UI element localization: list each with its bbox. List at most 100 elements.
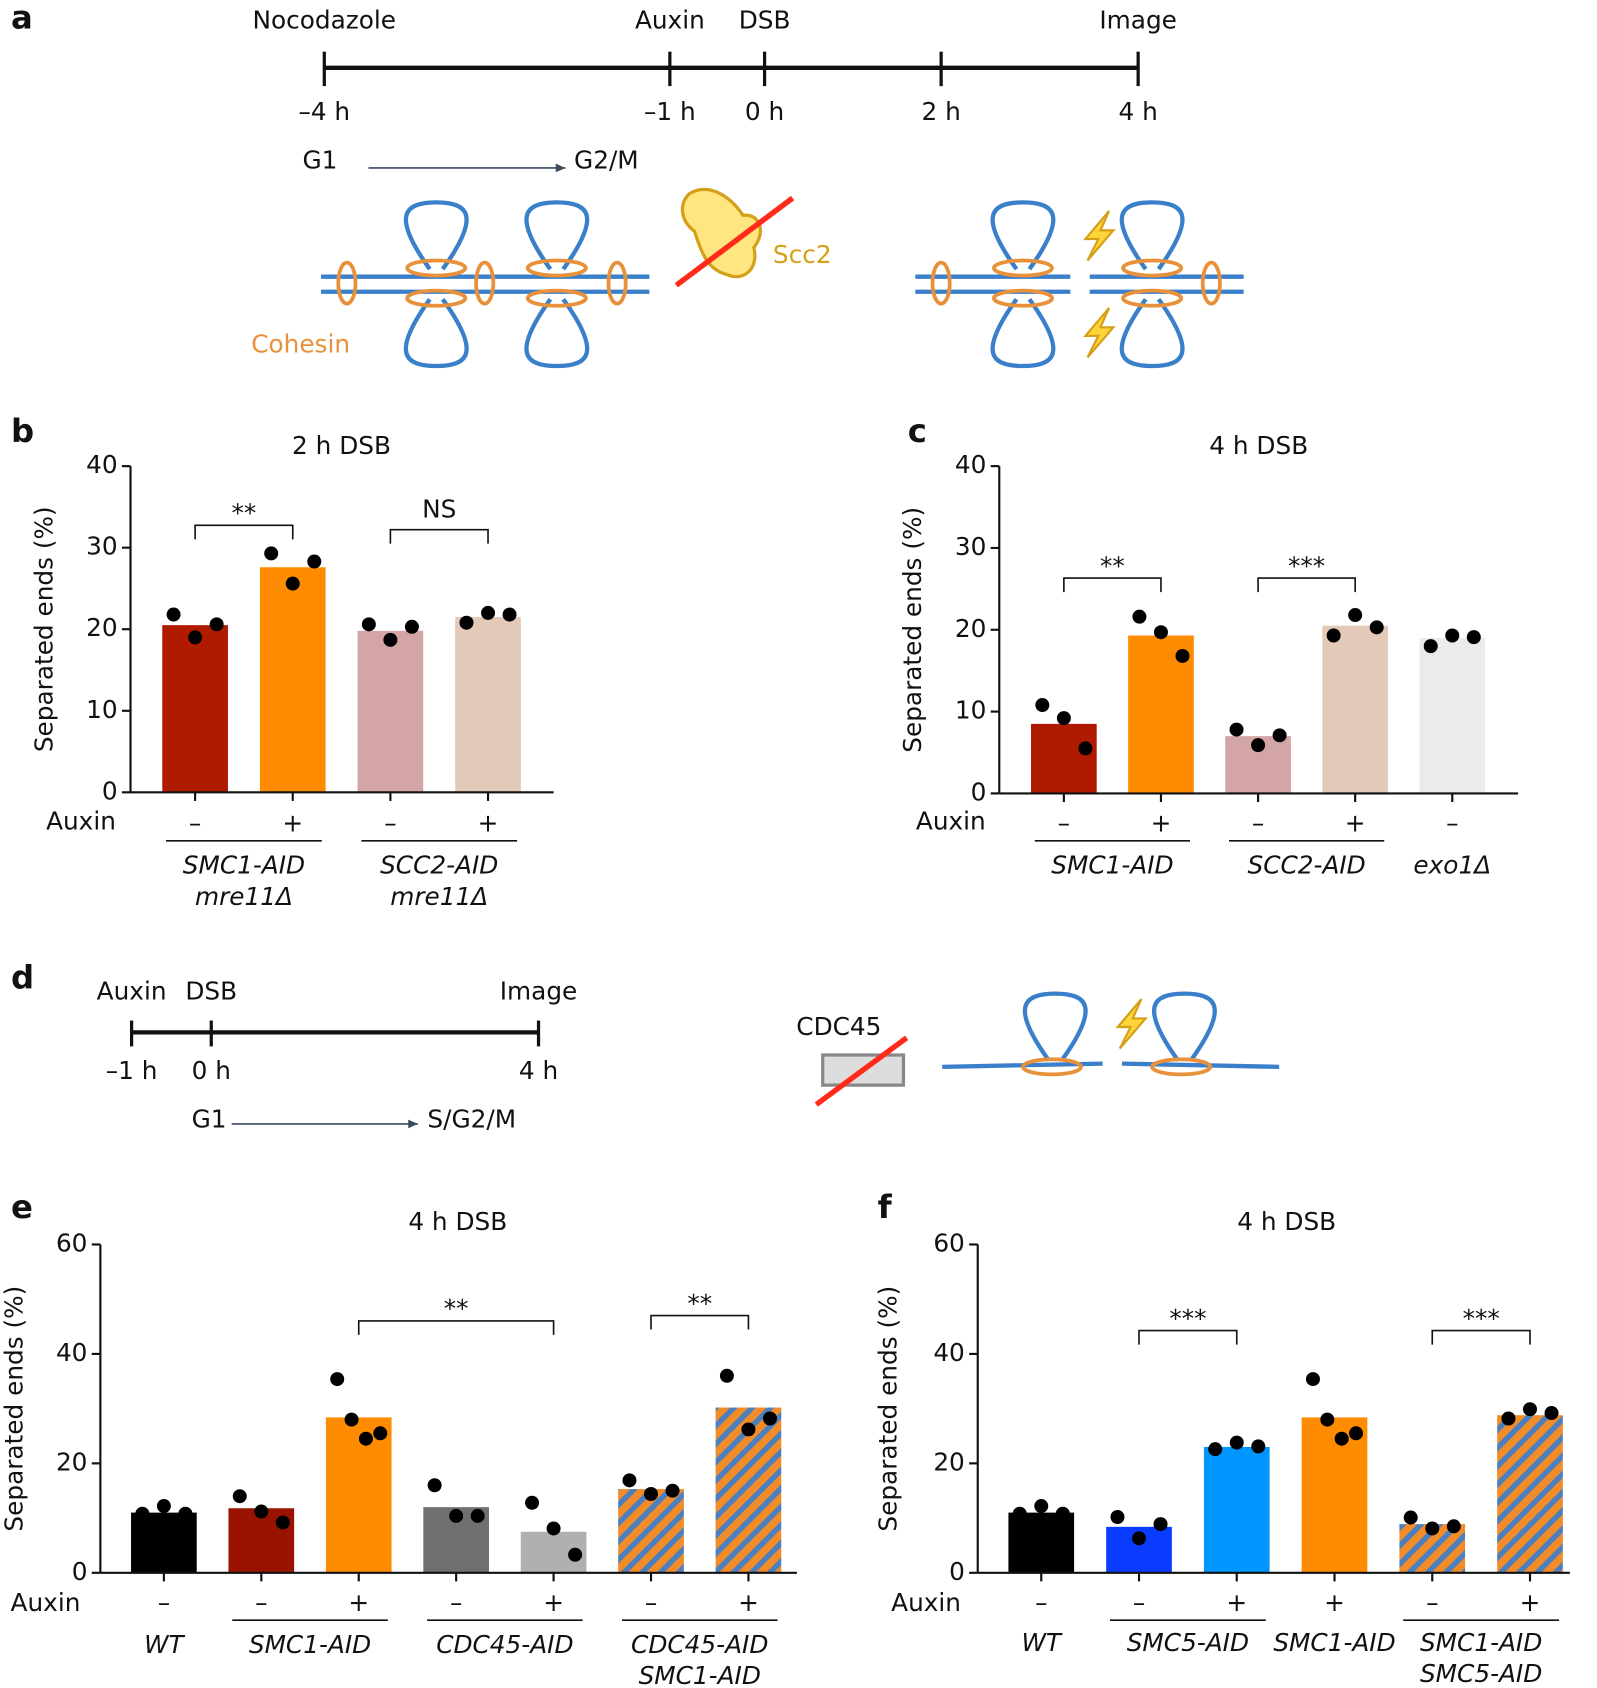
- lightning: [1083, 307, 1116, 359]
- x-tick-label: –: [384, 809, 396, 838]
- significance-label: ***: [1169, 1304, 1206, 1333]
- x-tick-label: –: [158, 1588, 170, 1617]
- data-point: [546, 1521, 561, 1536]
- data-point: [404, 619, 419, 634]
- chromatin-loop: [524, 298, 590, 369]
- significance-label: NS: [422, 494, 456, 523]
- x-tick-label: –: [1252, 809, 1264, 838]
- time-label: 4 h: [1118, 97, 1157, 126]
- data-point: [470, 1508, 485, 1523]
- data-point: [1326, 628, 1341, 643]
- y-tick-label: 60: [56, 1228, 88, 1257]
- y-axis-label: Separated ends (%): [873, 1286, 902, 1532]
- data-point: [1153, 625, 1168, 640]
- x-tick-label: –: [645, 1588, 657, 1617]
- x-tick-label: –: [1058, 809, 1070, 838]
- chromatin: [1121, 1061, 1280, 1069]
- cohesin-ring: [474, 260, 496, 306]
- data-point: [1251, 1439, 1266, 1454]
- y-tick-label: 0: [102, 776, 118, 805]
- chromatin-loop: [524, 200, 590, 271]
- group-label: mre11Δ: [390, 882, 488, 911]
- chart-title: 4 h DSB: [408, 1207, 507, 1236]
- phase-label: G2/M: [574, 145, 639, 174]
- phase-label: S/G2/M: [427, 1105, 516, 1134]
- data-point: [1334, 1431, 1349, 1446]
- factor-label: CDC45: [796, 1012, 881, 1041]
- group-label: SMC1-AID: [183, 851, 305, 880]
- x-tick-label: –: [189, 809, 201, 838]
- panel-letter: d: [11, 959, 34, 997]
- group-label: CDC45-AID: [436, 1630, 573, 1659]
- data-point: [644, 1487, 659, 1502]
- phase-label: G1: [192, 1105, 227, 1134]
- group-label: SMC5-AID: [1127, 1628, 1249, 1657]
- cohesin-ring: [405, 288, 468, 308]
- data-point: [1523, 1402, 1537, 1417]
- y-tick-label: 0: [72, 1557, 88, 1586]
- bar: [1419, 637, 1486, 794]
- strike: [814, 1035, 909, 1107]
- data-point: [1175, 648, 1190, 663]
- x-tick-label: +: [1324, 1588, 1345, 1617]
- group-label: SCC2-AID: [1247, 851, 1365, 880]
- significance-bracket: [389, 528, 489, 544]
- bar: [1203, 1446, 1270, 1573]
- data-point: [232, 1489, 247, 1504]
- bar: [1497, 1415, 1563, 1573]
- event-label: Image: [1099, 6, 1177, 35]
- data-point: [358, 1431, 373, 1446]
- cohesin-ring: [930, 260, 952, 306]
- bar: [455, 617, 521, 793]
- y-axis-label: Separated ends (%): [898, 507, 927, 753]
- x-tick-label: +: [738, 1588, 759, 1617]
- time-label: –1 h: [644, 97, 696, 126]
- y-tick-label: 40: [86, 450, 118, 479]
- significance-label: **: [232, 499, 257, 528]
- data-point: [307, 554, 322, 569]
- data-point: [1425, 1521, 1440, 1536]
- bar: [1301, 1417, 1368, 1573]
- y-tick-label: 20: [955, 614, 987, 643]
- y-tick-label: 30: [86, 532, 118, 561]
- bar: [1322, 625, 1389, 794]
- data-point: [1034, 1499, 1049, 1514]
- y-tick-label: 40: [955, 450, 987, 479]
- significance-label: **: [444, 1294, 469, 1323]
- data-point: [285, 576, 300, 591]
- scc2: [680, 187, 762, 279]
- factor-label: Scc2: [773, 240, 832, 269]
- significance-bracket: [1138, 1329, 1238, 1345]
- significance-bracket: [1063, 577, 1162, 593]
- row-label: Auxin: [916, 806, 986, 835]
- group-label: SCC2-AID: [380, 851, 498, 880]
- x-tick-label: –: [1035, 1588, 1047, 1617]
- data-point: [1229, 722, 1244, 737]
- chromatin-loop: [1119, 200, 1185, 271]
- data-point: [1544, 1406, 1559, 1421]
- data-point: [1078, 741, 1093, 756]
- row-label: Auxin: [891, 1588, 961, 1617]
- group-label: CDC45-AID: [631, 1630, 768, 1659]
- event-label: Image: [500, 977, 578, 1006]
- y-axis-label: Separated ends (%): [0, 1286, 28, 1532]
- bar: [1008, 1512, 1075, 1573]
- cohesin-ring: [992, 288, 1054, 308]
- y-tick-label: 20: [86, 613, 118, 642]
- chromatin-loop: [990, 298, 1056, 369]
- event-label: DSB: [185, 977, 237, 1006]
- bar: [325, 1417, 392, 1573]
- data-point: [427, 1478, 442, 1493]
- data-point: [1251, 738, 1266, 753]
- y-tick-label: 40: [56, 1338, 88, 1367]
- data-point: [254, 1504, 269, 1519]
- significance-bracket: [1257, 577, 1356, 593]
- strike: [674, 195, 795, 288]
- x-tick-label: +: [348, 1588, 369, 1617]
- data-point: [1466, 630, 1481, 645]
- arrow-head: [555, 163, 566, 173]
- significance-label: **: [687, 1289, 712, 1318]
- data-point: [502, 607, 517, 622]
- group-label: WT: [1021, 1628, 1062, 1657]
- event-label: Auxin: [97, 977, 167, 1006]
